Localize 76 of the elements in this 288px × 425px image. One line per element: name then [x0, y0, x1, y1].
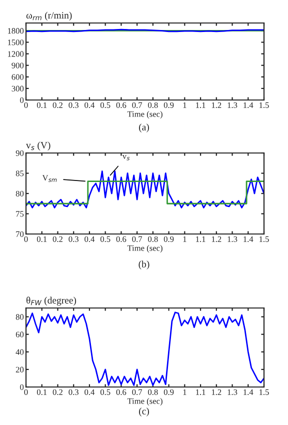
x-tick-label: 0.6: [116, 102, 126, 108]
y-tick-label: 300: [12, 86, 24, 92]
y-tick-label: 1200: [8, 51, 24, 57]
x-tick-label: 0.3: [68, 389, 78, 395]
y-tick-label: 1500: [8, 40, 24, 46]
y-tick-label: 85: [16, 170, 24, 176]
x-tick-label: 0.8: [148, 236, 158, 242]
y-tick-label: 75: [16, 211, 24, 217]
x-tick-label: 0.5: [100, 102, 110, 108]
x-tick-label: 1: [183, 102, 186, 108]
x-tick-label: 1.4: [244, 389, 254, 395]
x-tick-label: 0.5: [100, 389, 110, 395]
y-tick-label: 80: [16, 314, 24, 320]
y-tick-label: 600: [12, 74, 24, 80]
y-axis-title: ω$_{rm}$ (r/min): [26, 12, 72, 21]
x-tick-label: 1.5: [260, 389, 269, 395]
x-tick-label: 0.9: [164, 102, 174, 108]
x-axis-title: Time (sec): [127, 111, 162, 119]
x-tick-label: 0.7: [132, 389, 142, 395]
x-tick-label: 0.4: [84, 102, 95, 108]
y-tick-label: 70: [16, 231, 24, 237]
x-tick-label: 0.8: [148, 389, 158, 395]
x-tick-label: 0.3: [68, 236, 78, 242]
x-tick-label: 1.1: [196, 236, 206, 242]
y-tick-label: 900: [12, 62, 24, 68]
x-tick-label: 1.3: [228, 102, 238, 108]
x-tick-label: 0: [24, 102, 28, 108]
x-tick-label: 0.5: [100, 236, 110, 242]
x-tick-label: 1.4: [244, 236, 254, 242]
x-tick-label: 0.8: [148, 102, 158, 108]
x-tick-label: 0.2: [52, 102, 62, 108]
x-tick-label: 0.4: [84, 389, 95, 395]
y-tick-label: 80: [16, 190, 24, 196]
x-tick-label: 1.2: [212, 389, 222, 395]
x-tick-label: 0.1: [36, 236, 47, 242]
x-tick-label: 0.6: [116, 389, 126, 395]
x-tick-label: 1.1: [196, 389, 206, 395]
y-tick-label: 60: [16, 332, 24, 338]
x-tick-label: 1.5: [260, 236, 269, 242]
x-axis-title: Time (sec): [127, 398, 162, 406]
x-tick-label: 1.5: [260, 102, 269, 108]
x-tick-label: 1: [183, 389, 186, 395]
y-axis-title: v$_{s}$ (V): [26, 142, 50, 150]
y-tick-label: 1800: [8, 28, 24, 34]
x-tick-label: 1: [183, 236, 186, 242]
x-tick-label: 0.2: [52, 389, 62, 395]
x-tick-label: 0: [24, 236, 28, 242]
x-tick-label: 0.3: [68, 102, 78, 108]
x-axis-title: Time (sec): [127, 245, 162, 253]
x-tick-label: 1.1: [196, 102, 206, 108]
text: (a): [139, 124, 149, 132]
x-tick-label: 1.3: [228, 389, 238, 395]
x-tick-label: 1.2: [212, 102, 222, 108]
y-tick-label: 0: [20, 384, 24, 390]
y-tick-label: 90: [16, 150, 24, 156]
x-tick-label: 0.7: [132, 236, 142, 242]
x-tick-label: 0.6: [116, 236, 126, 242]
x-tick-label: 1.3: [228, 236, 238, 242]
x-tick-label: 0.9: [164, 236, 174, 242]
annotation: v$_{s}$: [122, 155, 130, 160]
x-tick-label: 0.2: [52, 236, 62, 242]
x-tick-label: 0.1: [36, 389, 47, 395]
annotation: V$_{sm}$: [42, 175, 57, 182]
x-tick-label: 0.1: [36, 102, 47, 108]
x-tick-label: 1.2: [212, 236, 222, 242]
x-tick-label: 1.4: [244, 102, 254, 108]
x-tick-label: 0.7: [132, 102, 142, 108]
y-axis-title: θ$_{FW}$ (degree): [26, 296, 76, 306]
y-tick-label: 40: [16, 349, 24, 355]
y-tick-label: 0: [20, 97, 24, 103]
x-tick-label: 0.9: [164, 389, 174, 395]
x-tick-label: 0.4: [84, 236, 95, 242]
text: (c): [139, 408, 149, 416]
x-tick-label: 0: [24, 389, 28, 395]
y-tick-label: 20: [16, 366, 24, 372]
text: (b): [138, 260, 150, 270]
